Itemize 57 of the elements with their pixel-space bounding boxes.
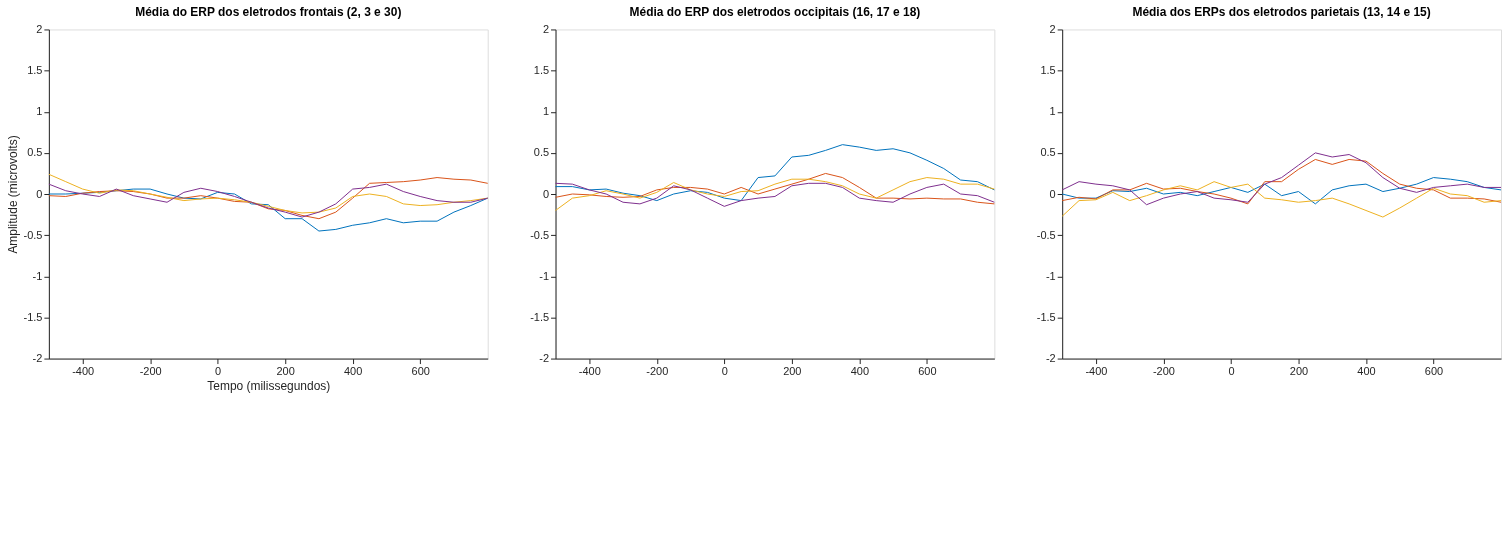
y-tick-label: -1 (1045, 269, 1056, 282)
line-series (1061, 181, 1502, 218)
line-series (48, 183, 489, 218)
line-series (48, 177, 489, 220)
x-tick-label: -400 (1085, 365, 1108, 378)
line-series (555, 144, 995, 202)
chart-title: Média dos ERPs dos eletrodos parietais (13, 14 e 15) (1132, 5, 1431, 20)
x-tick-label: -200 (646, 365, 669, 378)
y-tick-label: 1.5 (1040, 64, 1056, 77)
x-tick-label: 200 (1289, 365, 1309, 378)
x-tick-label: -400 (578, 365, 601, 378)
y-tick-label: -0.5 (1036, 228, 1056, 241)
x-tick-label: 600 (1424, 365, 1444, 378)
y-tick-label: 0 (36, 187, 43, 200)
y-tick-label: 0.5 (27, 146, 43, 159)
x-tick-label: -200 (139, 365, 162, 378)
x-tick-label: 600 (411, 365, 430, 378)
y-tick-label: 2 (542, 22, 550, 35)
x-axis-title: Tempo (milissegundos) (207, 378, 331, 393)
y-tick-label: 1 (36, 105, 43, 118)
x-tick-label: 600 (918, 365, 937, 378)
y-axis-title: Amplitude (microvolts) (5, 135, 20, 254)
y-tick-label: -1 (32, 269, 43, 282)
x-tick-label: 400 (1357, 365, 1376, 378)
y-tick-label: -1.5 (23, 310, 43, 323)
y-tick-label: -2 (32, 352, 43, 365)
y-tick-label: 1.5 (27, 64, 43, 77)
line-series (1061, 177, 1502, 205)
x-tick-label: 0 (215, 365, 222, 378)
y-tick-label: 0.5 (1040, 146, 1056, 159)
x-tick-label: 200 (276, 365, 295, 378)
y-tick-label: -1 (539, 269, 550, 282)
chart-title: Média do ERP dos eletrodos occipitais (16, 17 e 18) (629, 5, 921, 20)
chart-title: Média do ERP dos eletrodos frontais (2, 3 e 30) (135, 5, 402, 20)
y-tick-label: -0.5 (530, 228, 550, 241)
y-tick-label: -1.5 (530, 310, 550, 323)
y-tick-label: -2 (1045, 352, 1056, 365)
x-tick-label: 0 (721, 365, 728, 378)
y-tick-label: -0.5 (23, 228, 43, 241)
x-tick-label: 400 (344, 365, 363, 378)
x-tick-label: -400 (72, 365, 95, 378)
x-tick-label: 400 (850, 365, 869, 378)
y-tick-label: 0 (1049, 187, 1056, 200)
line-series (48, 188, 489, 232)
x-tick-label: 200 (783, 365, 802, 378)
y-tick-label: 0.5 (533, 146, 550, 159)
y-tick-label: 1 (542, 105, 550, 118)
line-series (555, 172, 995, 205)
y-tick-label: 1.5 (533, 64, 550, 77)
y-tick-label: 2 (36, 22, 43, 35)
y-tick-label: 1 (1049, 105, 1056, 118)
y-tick-label: -2 (539, 352, 550, 365)
x-tick-label: -200 (1152, 365, 1175, 378)
y-tick-label: -1.5 (1036, 310, 1056, 323)
x-tick-label: 0 (1228, 365, 1235, 378)
y-tick-label: 2 (1049, 22, 1056, 35)
y-tick-label: 0 (542, 187, 550, 200)
